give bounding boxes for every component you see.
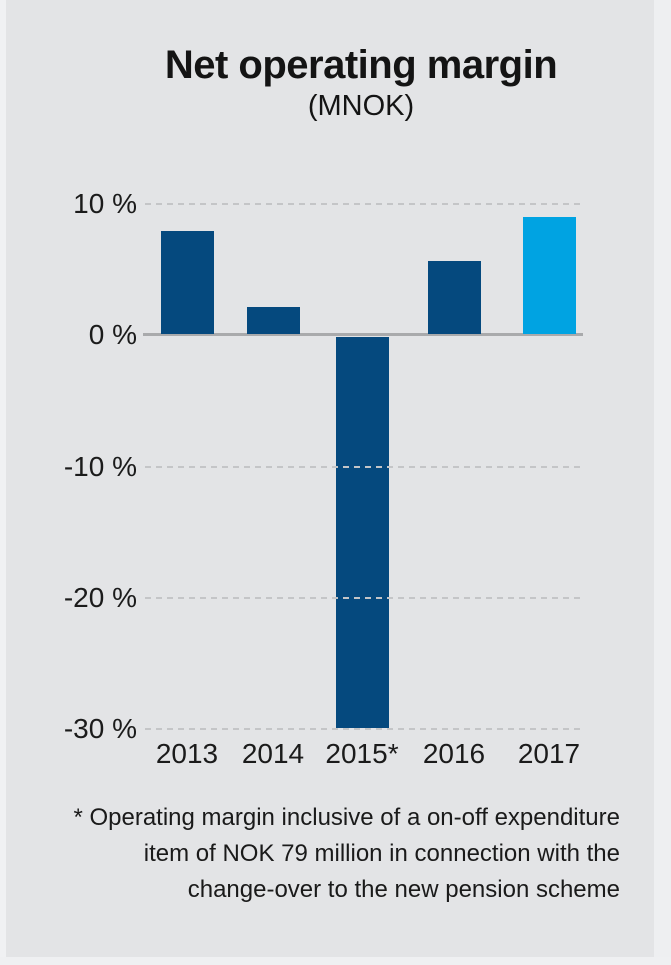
bar-2014: [246, 306, 300, 335]
bar-2017: [522, 217, 576, 335]
page-edge-left: [0, 0, 6, 965]
zero-axis-line: [143, 333, 583, 337]
bar-2015*: [335, 337, 389, 729]
page-edge-bottom: [0, 957, 671, 965]
chart-subtitle: (MNOK): [307, 90, 415, 122]
footnote-line: * Operating margin inclusive of a on-off…: [73, 804, 620, 831]
footnote-line: item of NOK 79 million in connection wit…: [143, 840, 620, 867]
x-axis-label-2013: 2013: [155, 738, 219, 769]
footnote-line: change-over to the new pension scheme: [187, 876, 620, 903]
gridline: [145, 728, 583, 730]
x-axis-label-2017: 2017: [517, 738, 581, 769]
page-edge-right: [654, 0, 671, 965]
bar-2016: [427, 260, 481, 335]
x-axis-label-2014: 2014: [241, 738, 305, 769]
x-axis-label-2015: 2015*: [325, 738, 399, 769]
y-axis-tick-label: -10 %: [63, 450, 137, 482]
bar-2013: [160, 230, 214, 335]
y-axis-tick-label: 0 %: [88, 319, 137, 351]
y-axis-tick-label: 10 %: [73, 188, 137, 219]
chart-title: Net operating margin: [164, 43, 558, 87]
y-axis-tick-label: -20 %: [63, 581, 137, 613]
gridline: [145, 596, 583, 599]
chart-header: Net operating margin (MNOK): [51, 0, 671, 122]
gridline: [145, 203, 583, 205]
gridline: [145, 465, 583, 468]
y-axis-tick-label: -30 %: [63, 713, 137, 744]
chart-footnote: * Operating margin inclusive of a on-off…: [40, 800, 620, 908]
x-axis-label-2016: 2016: [422, 738, 486, 769]
